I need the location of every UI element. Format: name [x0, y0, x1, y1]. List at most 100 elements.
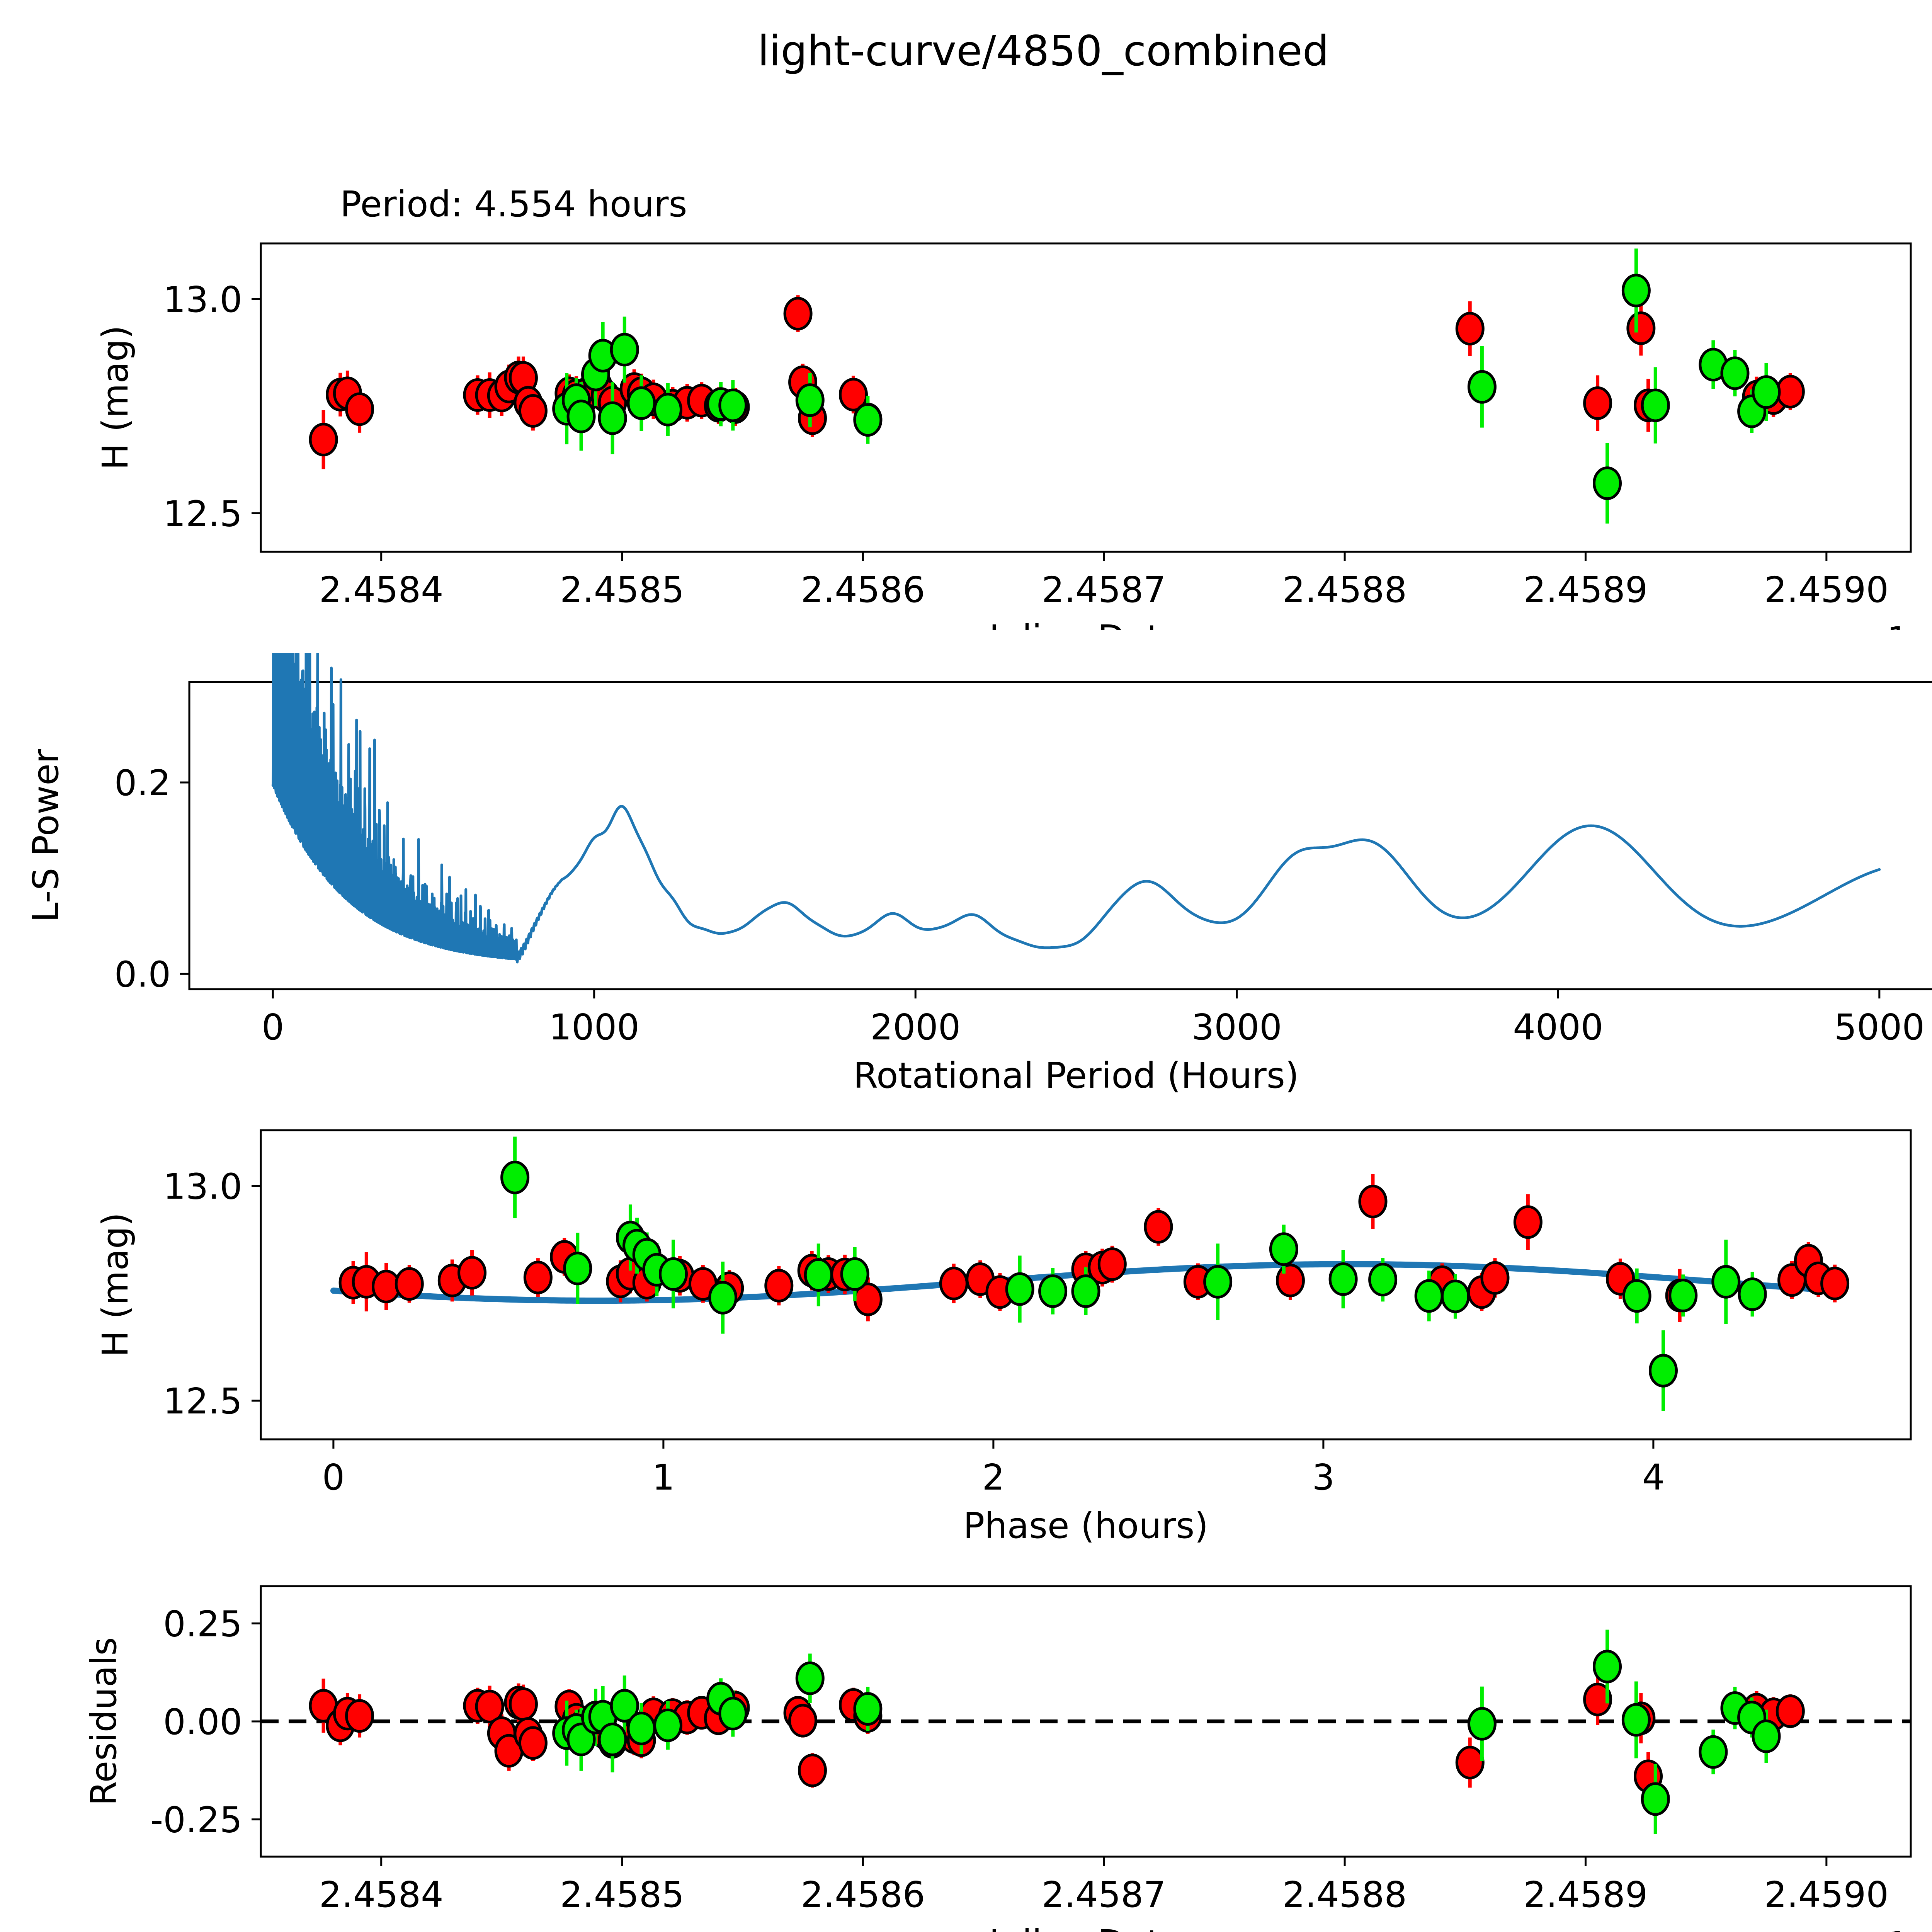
y-axis: 13.0 12.5 H (mag) [95, 279, 261, 534]
y-tick-label: 0.00 [163, 1701, 242, 1743]
x-tick-label: 4 [1642, 1457, 1665, 1498]
y-tick-label: 12.5 [163, 493, 242, 534]
data-point [500, 1160, 530, 1194]
data-point [1358, 1184, 1388, 1218]
data-point [838, 378, 868, 412]
data-point [659, 1257, 688, 1291]
data-point [1621, 274, 1651, 308]
y-axis-label: H (mag) [95, 325, 136, 470]
data-point [1144, 1210, 1173, 1244]
errorbars-green [565, 248, 1768, 524]
data-point [1097, 1247, 1127, 1281]
x-axis-label: Julian Date [987, 1922, 1182, 1932]
data-point [718, 388, 748, 422]
data-point [764, 1269, 794, 1303]
data-point [610, 1689, 639, 1723]
data-point [1328, 1262, 1358, 1296]
periodogram-line [271, 653, 1881, 964]
x-tick-label: 4000 [1513, 1007, 1603, 1048]
data-point [1071, 1274, 1100, 1308]
data-point [598, 401, 627, 435]
x-tick-label: 3 [1312, 1457, 1335, 1498]
data-point [1752, 375, 1781, 409]
data-point [1626, 311, 1656, 345]
data-point [509, 1687, 538, 1721]
x-tick-label: 0 [322, 1457, 345, 1498]
datapoints-red [309, 1682, 1805, 1793]
data-point [795, 383, 825, 417]
data-point [1720, 356, 1750, 390]
x-tick-label: 2.4588 [1282, 1874, 1407, 1915]
y-axis: 0.25 0.00 -0.25 Residuals [83, 1603, 261, 1841]
y-tick-label: 12.5 [163, 1381, 242, 1422]
data-point [653, 393, 682, 427]
data-point [1752, 1719, 1781, 1753]
errorbars-red [321, 295, 1792, 469]
data-point [1467, 1707, 1497, 1741]
x-tick-label: 2.4585 [560, 569, 684, 611]
data-point [783, 297, 813, 331]
data-point [939, 1267, 968, 1301]
x-tick-label: 2.4587 [1042, 569, 1166, 611]
panel-lightcurve: 2.4584 2.4585 2.4586 2.4587 2.4588 2.4589 2.45… [95, 184, 1932, 630]
panel-residuals: 2.4584 2.4585 2.4586 2.4587 2.4588 2.4589 2.45… [83, 1585, 1932, 1932]
x-axis: 0 1 2 3 4 Phase (hours) [322, 1439, 1665, 1546]
x-tick-label: 2.4589 [1524, 1874, 1648, 1915]
data-point [1038, 1274, 1068, 1308]
x-tick-label: 2.4589 [1524, 569, 1648, 611]
axes-frame [188, 681, 1932, 990]
datapoints-red [309, 297, 1805, 457]
data-point [1414, 1279, 1444, 1313]
data-point [518, 394, 548, 428]
data-point [518, 1726, 548, 1760]
x-tick-label: 2 [982, 1457, 1005, 1498]
datapoints-green [552, 1650, 1781, 1816]
data-point [804, 1258, 833, 1292]
x-tick-label: 2.4584 [319, 569, 444, 611]
x-tick-label: 2.4586 [801, 1874, 925, 1915]
data-point [840, 1257, 869, 1291]
y-axis: 0.0 0.2 L-S Power [25, 749, 189, 995]
y-tick-label: 0.2 [114, 762, 171, 804]
panel-phasefold: 0 1 2 3 4 Phase (hours) 13.0 12.5 H (mag) [95, 1129, 1912, 1546]
data-point [1593, 1650, 1622, 1684]
x-tick-label: 1 [652, 1457, 675, 1498]
axes-box [188, 681, 1932, 990]
y-tick-label: 0.0 [114, 954, 171, 995]
axes-frame [260, 1129, 1912, 1440]
data-point [627, 1711, 656, 1745]
data-point [1641, 388, 1670, 422]
data-point [345, 392, 374, 426]
x-axis: 2.4584 2.4585 2.4586 2.4587 2.4588 2.4589 2.45… [319, 552, 1932, 630]
data-point [718, 1697, 748, 1731]
x-tick-label: 3000 [1192, 1007, 1282, 1048]
data-point [523, 1260, 553, 1294]
data-point [1455, 312, 1485, 346]
data-point [598, 1723, 627, 1757]
x-tick-label: 2000 [870, 1007, 961, 1048]
period-annotation: Period: 4.554 hours [340, 184, 687, 225]
data-point [309, 423, 338, 457]
data-point [795, 1661, 825, 1695]
panel-periodogram: 0 1000 2000 3000 4000 5000 Rotational Period (… [25, 653, 1932, 1096]
data-point [1583, 1682, 1612, 1716]
x-axis: 0 1000 2000 3000 4000 5000 Rotational Period (… [262, 989, 1925, 1096]
y-axis-label: H (mag) [95, 1213, 136, 1357]
y-axis: 13.0 12.5 H (mag) [95, 1166, 261, 1422]
data-point [1005, 1272, 1034, 1306]
data-point [1668, 1279, 1698, 1313]
x-axis-label: Phase (hours) [963, 1505, 1208, 1546]
data-point [1711, 1265, 1741, 1299]
x-tick-label: 2.4590 [1764, 1874, 1889, 1915]
data-point [788, 1704, 818, 1738]
x-tick-label: 5000 [1834, 1007, 1925, 1048]
x-tick-label: 2.4586 [801, 569, 925, 611]
x-tick-label: 1000 [549, 1007, 639, 1048]
data-point [708, 1281, 738, 1315]
x-tick-label: 2.4588 [1282, 569, 1407, 611]
data-point [457, 1256, 487, 1290]
x-axis: 2.4584 2.4585 2.4586 2.4587 2.4588 2.4589 2.45… [319, 1857, 1932, 1932]
axes-box [260, 1129, 1912, 1440]
data-point [1820, 1267, 1850, 1301]
